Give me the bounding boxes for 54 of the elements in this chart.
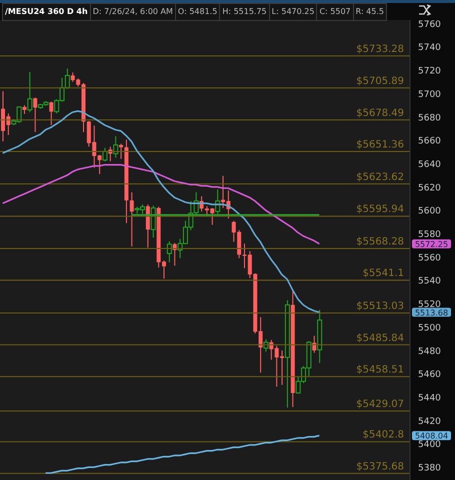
ref-line-label: $5429.07: [356, 399, 404, 410]
y-tick-label: 5520: [418, 300, 442, 310]
candlestick: [119, 143, 124, 160]
chart-title: /MESU24 360 D 4h: [4, 6, 89, 18]
text: R: 45.5: [352, 4, 386, 20]
ref-line-label: $5678.49: [356, 108, 404, 119]
text: 5408.04: [414, 432, 448, 441]
text: O: 5481.5: [174, 4, 220, 20]
text: D: 7/26/24, 6:00 AM: [90, 4, 175, 20]
ref-line-label: $5568.28: [356, 236, 404, 248]
line-series: [44, 434, 320, 474]
ref-line-label: $5733.28: [356, 44, 404, 55]
candlestick: [27, 71, 32, 113]
y-tick-label: 5500: [418, 323, 442, 334]
text: L: 5470.25: [268, 4, 316, 20]
y-tick-label: 5540: [418, 276, 442, 287]
line-series: [2, 110, 320, 314]
candlestick: [130, 192, 134, 247]
y-tick-label: 5620: [418, 183, 442, 194]
ref-line-label: $5705.89: [356, 76, 404, 87]
line-series: [2, 164, 320, 245]
y-tick-label: 5460: [418, 370, 442, 380]
ref-line-label: $5595.94: [356, 204, 404, 216]
ref-line-label: $5513.03: [356, 301, 404, 312]
y-tick-label: 5600: [418, 206, 442, 217]
ref-line-label: $5623.62: [356, 172, 404, 183]
y-tick-label: 5480: [418, 346, 442, 357]
y-tick-label: 5560: [418, 253, 442, 264]
ref-line-label: $5375.68: [356, 461, 404, 472]
y-tick-label: 5420: [418, 416, 442, 427]
y-tick-label: 5720: [418, 66, 442, 77]
y-tick-label: 5380: [418, 464, 442, 474]
candlestick: [33, 97, 38, 133]
text: 5513.68: [414, 308, 448, 318]
text: 5572.25: [414, 240, 448, 249]
y-tick-label: 5440: [418, 393, 442, 404]
y-tick-label: 5740: [418, 43, 442, 54]
candlestick: [49, 101, 54, 126]
text: C: 5507: [316, 4, 353, 20]
ref-line-label: $5458.51: [356, 364, 404, 376]
y-tick-label: 5680: [418, 113, 442, 124]
y-tick-label: 5700: [418, 90, 442, 100]
y-tick-label: 5580: [418, 230, 442, 240]
y-tick-label: 5400: [418, 440, 442, 450]
candlestick: [166, 240, 172, 263]
y-tick-label: 5640: [418, 160, 442, 170]
y-tick-label: 5760: [418, 20, 442, 30]
text: H: 5515.75: [219, 4, 269, 20]
ref-line-label: $5485.84: [356, 332, 404, 344]
ref-line-label: $5541.1: [362, 268, 404, 280]
y-tick-label: 5660: [418, 136, 442, 147]
candlestick: [146, 204, 150, 248]
ref-line-label: $5402.8: [362, 430, 404, 441]
ref-line-label: $5651.36: [356, 140, 404, 151]
